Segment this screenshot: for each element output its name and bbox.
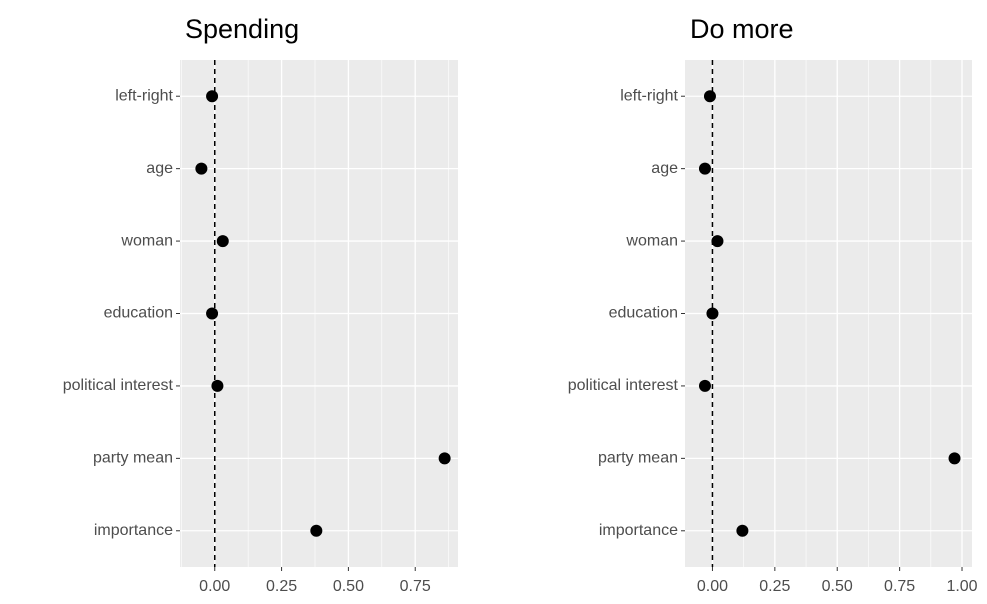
x-tick-label: 0.00 <box>697 578 728 595</box>
panel-title: Do more <box>690 14 794 44</box>
y-tick-label: importance <box>599 522 678 539</box>
point <box>206 90 219 103</box>
panel-title: Spending <box>185 14 299 44</box>
x-tick-label: 0.50 <box>333 578 364 595</box>
y-tick-label: party mean <box>93 450 173 467</box>
point <box>698 379 711 392</box>
point <box>211 379 224 392</box>
y-tick-label: education <box>104 305 173 322</box>
y-tick-label: left-right <box>115 87 173 104</box>
point <box>711 235 724 248</box>
x-tick-label: 0.25 <box>759 578 790 595</box>
point <box>706 307 719 320</box>
y-tick-label: political interest <box>63 377 174 394</box>
y-tick-label: age <box>651 160 678 177</box>
point <box>736 524 749 537</box>
x-tick-label: 1.00 <box>946 578 977 595</box>
y-tick-label: party mean <box>598 450 678 467</box>
y-tick-label: education <box>609 305 678 322</box>
x-tick-label: 0.25 <box>266 578 297 595</box>
point <box>703 90 716 103</box>
y-tick-label: age <box>146 160 173 177</box>
point <box>948 452 961 465</box>
x-tick-label: 0.00 <box>199 578 230 595</box>
point <box>206 307 219 320</box>
point <box>438 452 451 465</box>
point <box>698 162 711 175</box>
x-tick-label: 0.75 <box>884 578 915 595</box>
point <box>195 162 208 175</box>
point <box>310 524 323 537</box>
y-tick-label: woman <box>625 232 678 249</box>
y-tick-label: political interest <box>568 377 679 394</box>
x-tick-label: 0.50 <box>822 578 853 595</box>
y-tick-label: left-right <box>620 87 678 104</box>
y-tick-label: woman <box>120 232 173 249</box>
x-tick-label: 0.75 <box>400 578 431 595</box>
point <box>216 235 229 248</box>
y-tick-label: importance <box>94 522 173 539</box>
